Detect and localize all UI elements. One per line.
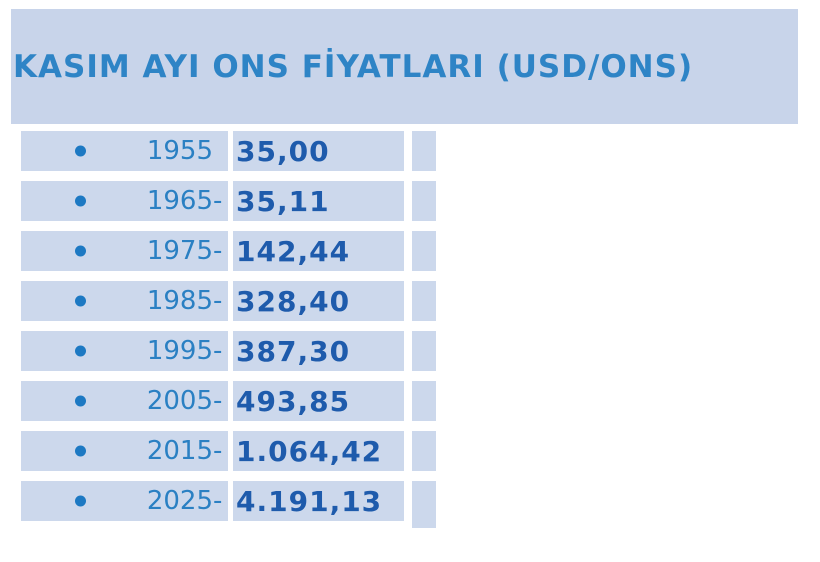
year-suffix: - xyxy=(213,486,223,516)
year-cell: 2005 - xyxy=(21,381,228,421)
year-label: 2005 xyxy=(146,386,213,416)
price-value: 387,30 xyxy=(236,334,351,368)
price-cell: 1.064,42 xyxy=(233,431,404,471)
year-cell: 1995 - xyxy=(21,331,228,371)
price-value: 35,00 xyxy=(236,134,330,168)
price-value: 493,85 xyxy=(236,384,351,418)
year-cell: 1985 - xyxy=(21,281,228,321)
table-row: 1995 - 387,30 xyxy=(21,331,436,371)
price-cell: 35,00 xyxy=(233,131,404,171)
price-cell: 35,11 xyxy=(233,181,404,221)
year-label: 1955 xyxy=(146,136,213,166)
table-row: 2015 - 1.064,42 xyxy=(21,431,436,471)
table-row: 1975 - 142,44 xyxy=(21,231,436,271)
year-label: 1985 xyxy=(146,286,213,316)
bullet-icon xyxy=(75,295,86,307)
bullet-icon xyxy=(75,445,86,457)
price-cell: 387,30 xyxy=(233,331,404,371)
table-row: 1965 - 35,11 xyxy=(21,181,436,221)
year-suffix: - xyxy=(213,386,223,416)
bullet-icon xyxy=(75,245,86,257)
table-row: 1985 - 328,40 xyxy=(21,281,436,321)
year-cell: 1965 - xyxy=(21,181,228,221)
price-value: 328,40 xyxy=(236,284,351,318)
year-label: 2015 xyxy=(146,436,213,466)
row-end-spacer xyxy=(412,231,436,271)
row-end-spacer xyxy=(412,131,436,171)
row-end-spacer xyxy=(412,331,436,371)
bullet-icon xyxy=(75,395,86,407)
year-label: 1975 xyxy=(146,236,213,266)
row-end-spacer xyxy=(412,281,436,321)
year-label: 2025 xyxy=(146,486,213,516)
price-cell: 493,85 xyxy=(233,381,404,421)
row-end-spacer xyxy=(412,481,436,528)
table-title: KASIM AYI ONS FİYATLARI (USD/ONS) xyxy=(13,48,694,85)
year-suffix: - xyxy=(213,336,223,366)
table-title-banner: KASIM AYI ONS FİYATLARI (USD/ONS) xyxy=(11,9,798,124)
table-row: 2025 - 4.191,13 xyxy=(21,481,436,528)
price-cell: 328,40 xyxy=(233,281,404,321)
price-value: 1.064,42 xyxy=(236,434,383,468)
table-row: 2005 - 493,85 xyxy=(21,381,436,421)
price-value: 142,44 xyxy=(236,234,351,268)
year-label: 1995 xyxy=(146,336,213,366)
price-value: 4.191,13 xyxy=(236,484,383,518)
bullet-icon xyxy=(75,345,86,357)
row-end-spacer xyxy=(412,381,436,421)
row-end-spacer xyxy=(412,431,436,471)
year-cell: 1955 xyxy=(21,131,228,171)
year-cell: 2015 - xyxy=(21,431,228,471)
year-suffix: - xyxy=(213,186,223,216)
year-suffix: - xyxy=(213,286,223,316)
bullet-icon xyxy=(75,145,86,157)
price-table: 1955 35,00 1965 - 35,11 1975 - 142,44 xyxy=(21,131,436,531)
price-value: 35,11 xyxy=(236,184,330,218)
year-suffix: - xyxy=(213,436,223,466)
year-cell: 2025 - xyxy=(21,481,228,521)
year-label: 1965 xyxy=(146,186,213,216)
price-cell: 4.191,13 xyxy=(233,481,404,521)
bullet-icon xyxy=(75,195,86,207)
row-end-spacer xyxy=(412,181,436,221)
price-cell: 142,44 xyxy=(233,231,404,271)
table-row: 1955 35,00 xyxy=(21,131,436,171)
year-cell: 1975 - xyxy=(21,231,228,271)
year-suffix: - xyxy=(213,236,223,266)
bullet-icon xyxy=(75,495,86,507)
